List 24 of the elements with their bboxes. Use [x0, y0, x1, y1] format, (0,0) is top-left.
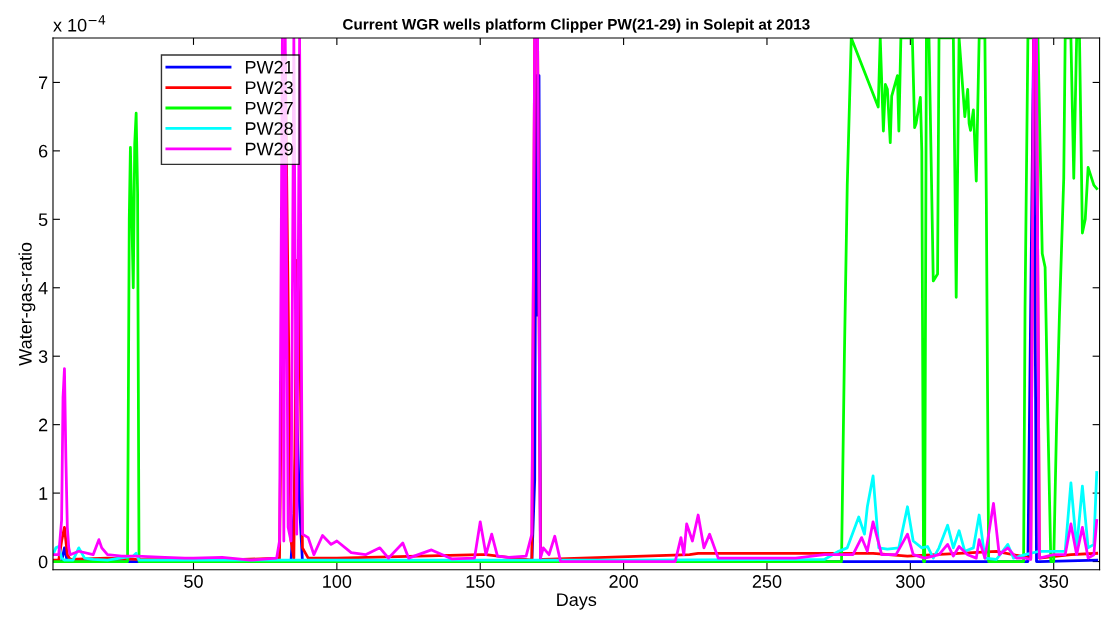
y-tick-label: 1	[39, 487, 48, 500]
y-tick-label: 2	[39, 418, 48, 432]
text: x 10$^{−4}$	[53, 15, 106, 32]
x-tick-label: 250	[752, 575, 782, 588]
x-tick-label: 150	[466, 575, 495, 588]
legend-label: PW27	[245, 101, 293, 115]
legend-label: PW29	[245, 142, 293, 156]
y-tick-label: 4	[38, 281, 48, 295]
x-tick-label: 350	[1039, 575, 1069, 588]
x-tick-label: 300	[895, 575, 925, 588]
chart-title: Current WGR wells platform Clipper PW(21-29) in Solepit at 2013	[343, 18, 810, 33]
y-tick-label: 6	[39, 144, 48, 158]
y-axis-title: Water-gas-ratio	[18, 242, 36, 366]
y-tick-label: 0	[38, 555, 48, 569]
legend-label: PW21	[245, 60, 293, 74]
x-tick-label: 100	[323, 575, 352, 588]
y-tick-label: 5	[38, 213, 48, 227]
x-tick-label: 50	[184, 575, 203, 588]
legend-label: PW28	[245, 122, 293, 135]
x-tick-label: 200	[609, 575, 638, 588]
legend-label: PW23	[245, 81, 293, 95]
y-tick-label: 7	[39, 76, 48, 89]
x-axis-title: Days	[557, 593, 597, 610]
y-tick-label: 3	[38, 350, 48, 363]
